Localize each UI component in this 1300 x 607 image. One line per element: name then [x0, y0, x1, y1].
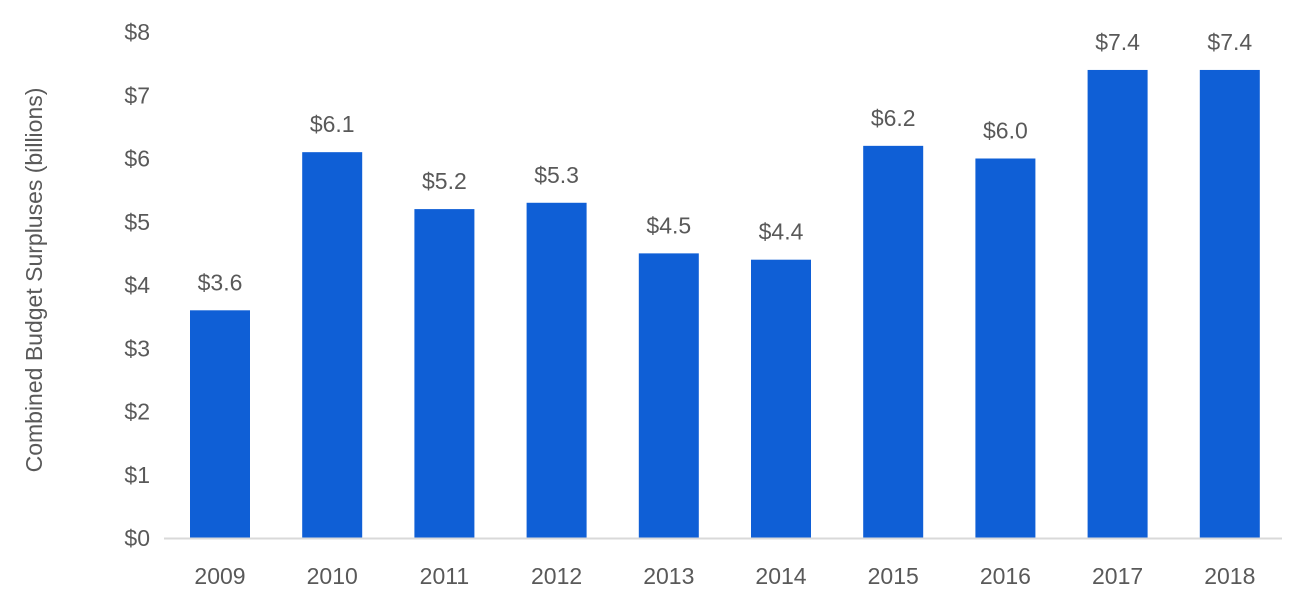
data-label: $6.1: [310, 111, 355, 137]
y-tick-label: $3: [124, 335, 150, 361]
x-tick-label: 2010: [307, 563, 358, 589]
y-tick-label: $1: [124, 462, 150, 488]
x-tick-label: 2017: [1092, 563, 1143, 589]
data-label: $7.4: [1207, 29, 1252, 55]
y-tick-label: $8: [124, 19, 150, 45]
bar-2017: [1087, 69, 1148, 538]
bar-2013: [638, 253, 699, 538]
x-tick-label: 2014: [755, 563, 806, 589]
x-tick-label: 2011: [420, 563, 469, 589]
bar-2014: [751, 259, 811, 538]
x-tick-label: 2012: [531, 563, 582, 589]
x-tick-label: 2016: [980, 563, 1031, 589]
bar-2010: [302, 152, 363, 539]
y-axis-title: Combined Budget Surpluses (billions): [21, 88, 47, 473]
bar-2012: [526, 202, 587, 538]
data-label: $4.4: [759, 219, 804, 245]
y-tick-label: $0: [124, 525, 150, 551]
data-label: $6.2: [871, 105, 916, 131]
bar-2016: [975, 158, 1036, 538]
bar-2009: [190, 310, 250, 538]
x-tick-label: 2009: [194, 563, 245, 589]
y-tick-label: $4: [124, 272, 150, 298]
bar-2018: [1199, 69, 1260, 538]
bar-2015: [863, 145, 924, 538]
x-tick-label: 2013: [643, 563, 694, 589]
x-tick-label: 2018: [1204, 563, 1255, 589]
data-label: $6.0: [983, 118, 1028, 144]
data-label: $5.2: [422, 168, 467, 194]
y-tick-label: $6: [124, 146, 150, 172]
x-tick-label: 2015: [868, 563, 919, 589]
data-label: $4.5: [646, 212, 691, 238]
data-label: $5.3: [534, 162, 579, 188]
y-tick-label: $7: [124, 82, 150, 108]
y-tick-label: $2: [124, 399, 150, 425]
y-tick-label: $5: [124, 209, 150, 235]
data-label: $7.4: [1095, 29, 1140, 55]
data-label: $3.6: [198, 269, 243, 295]
bar-2011: [414, 209, 475, 538]
